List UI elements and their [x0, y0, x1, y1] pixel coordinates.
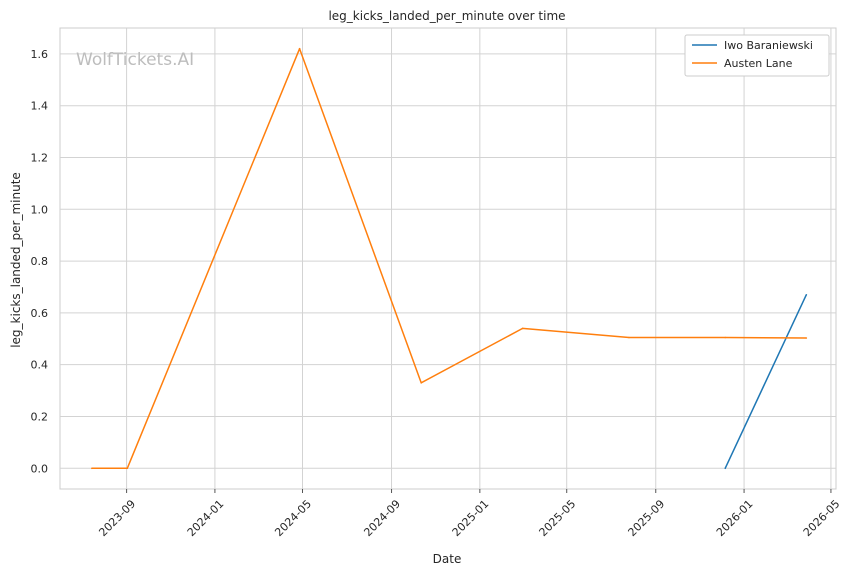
y-tick-label: 0.8 — [31, 255, 49, 268]
legend-label-austen-lane: Austen Lane — [724, 57, 793, 70]
data-point-austen-lane — [420, 382, 423, 384]
x-tick-label: 2025-01 — [450, 497, 492, 539]
data-point-austen-lane — [298, 47, 301, 50]
grid-lines — [60, 28, 836, 493]
x-tick-label: 2023-09 — [96, 497, 138, 539]
chart-title: leg_kicks_landed_per_minute over time — [328, 9, 565, 23]
legend-box — [684, 34, 830, 77]
x-tick-label: 2025-05 — [537, 497, 579, 539]
data-point-iwo-baraniewski — [805, 293, 808, 296]
legend: Iwo Baraniewski Austen Lane — [684, 34, 830, 77]
y-tick-label: 1.4 — [31, 100, 49, 113]
y-tick-label: 0.4 — [31, 359, 49, 372]
series-layer — [91, 47, 808, 470]
data-point-austen-lane — [628, 336, 630, 339]
x-tick-label: 2024-05 — [272, 497, 314, 539]
y-tick-label: 1.0 — [31, 203, 49, 216]
x-axis-title: Date — [433, 552, 462, 566]
series-line-iwo-baraniewski — [724, 294, 807, 469]
y-tick-labels: 0.0 0.2 0.4 0.6 0.8 1.0 1.2 1.4 1.6 — [31, 48, 49, 475]
data-point-austen-lane — [805, 337, 808, 339]
data-point-austen-lane — [91, 467, 93, 470]
series-line-austen-lane — [91, 47, 807, 470]
data-point-austen-lane — [126, 467, 129, 470]
plot-area — [59, 27, 837, 490]
data-point-austen-lane — [521, 327, 524, 330]
x-tick-label: 2026-01 — [714, 497, 756, 539]
x-tick-labels: 2023-09 2024-01 2024-05 2024-09 2025-01 2025-… — [96, 497, 842, 539]
data-point-austen-lane — [724, 336, 727, 339]
y-tick-label: 0.6 — [31, 307, 49, 320]
x-tick-label: 2024-09 — [361, 497, 403, 539]
y-tick-label: 1.6 — [31, 48, 49, 61]
watermark: WolfTickets.AI — [76, 50, 194, 70]
y-tick-label: 0.2 — [31, 410, 49, 423]
y-tick-label: 0.0 — [31, 462, 49, 475]
y-tick-label: 1.2 — [31, 151, 49, 164]
x-tick-label: 2026-05 — [801, 497, 843, 539]
x-tick-label: 2024-01 — [185, 497, 227, 539]
x-tick-label: 2025-09 — [626, 497, 668, 539]
y-axis-title: leg_kicks_landed_per_minute — [9, 172, 23, 348]
legend-label-iwo-baraniewski: Iwo Baraniewski — [724, 39, 813, 52]
data-point-iwo-baraniewski — [724, 467, 727, 470]
